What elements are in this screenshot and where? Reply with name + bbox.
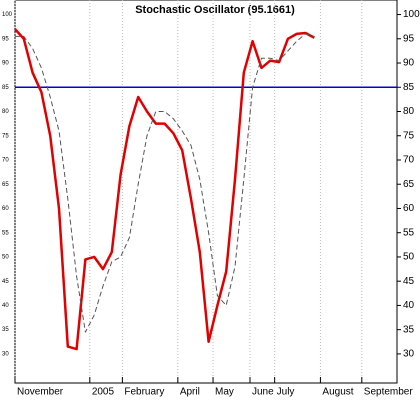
y-tick-label-left: 95 bbox=[2, 36, 9, 42]
y-tick-label-left: 80 bbox=[2, 109, 9, 115]
x-tick-label: 2005 bbox=[92, 387, 115, 398]
y-tick-label: 55 bbox=[403, 227, 415, 238]
series-line bbox=[14, 28, 315, 351]
y-tick-label: 75 bbox=[403, 130, 415, 141]
y-tick-label: 80 bbox=[403, 106, 415, 117]
y-tick-label: 50 bbox=[403, 252, 415, 263]
x-tick-label: August bbox=[322, 387, 353, 398]
y-tick-label: 90 bbox=[403, 58, 415, 69]
y-tick-label-left: 65 bbox=[2, 182, 9, 188]
y-tick-label: 40 bbox=[403, 300, 415, 311]
y-tick-label-left: 50 bbox=[2, 255, 9, 261]
y-tick-label: 35 bbox=[403, 324, 415, 335]
y-tick-label: 95 bbox=[403, 33, 415, 44]
y-tick-label-left: 60 bbox=[2, 206, 9, 212]
x-tick-label: November bbox=[17, 387, 64, 398]
y-tick-label-left: 85 bbox=[2, 85, 9, 91]
x-tick-label: May bbox=[215, 387, 234, 398]
y-tick-label-left: 70 bbox=[2, 158, 9, 164]
y-tick-label-left: 55 bbox=[2, 230, 9, 236]
y-tick-label-left: 100 bbox=[2, 12, 13, 18]
y-tick-label: 30 bbox=[403, 349, 415, 360]
plot-frame bbox=[14, 0, 398, 384]
y-tick-label: 100 bbox=[403, 9, 420, 20]
y-tick-label-left: 90 bbox=[2, 61, 9, 67]
x-tick-label: July bbox=[277, 387, 295, 398]
x-tick-label: September bbox=[364, 387, 414, 398]
y-tick-label-left: 30 bbox=[2, 351, 9, 357]
x-tick-label: April bbox=[180, 387, 200, 398]
y-tick-label: 45 bbox=[403, 276, 415, 287]
x-tick-label: June bbox=[252, 387, 274, 398]
x-tick-label: February bbox=[124, 387, 164, 398]
y-tick-label: 85 bbox=[403, 82, 415, 93]
chart-title: Stochastic Oscillator (95.1661) bbox=[135, 4, 295, 16]
y-tick-label-left: 75 bbox=[2, 133, 9, 139]
y-tick-label: 65 bbox=[403, 179, 415, 190]
y-tick-label-left: 40 bbox=[2, 303, 9, 309]
y-tick-label-left: 45 bbox=[2, 279, 9, 285]
y-tick-label: 60 bbox=[403, 203, 415, 214]
series-line bbox=[15, 33, 315, 333]
y-tick-label-left: 35 bbox=[2, 327, 9, 333]
y-tick-label: 70 bbox=[403, 155, 415, 166]
